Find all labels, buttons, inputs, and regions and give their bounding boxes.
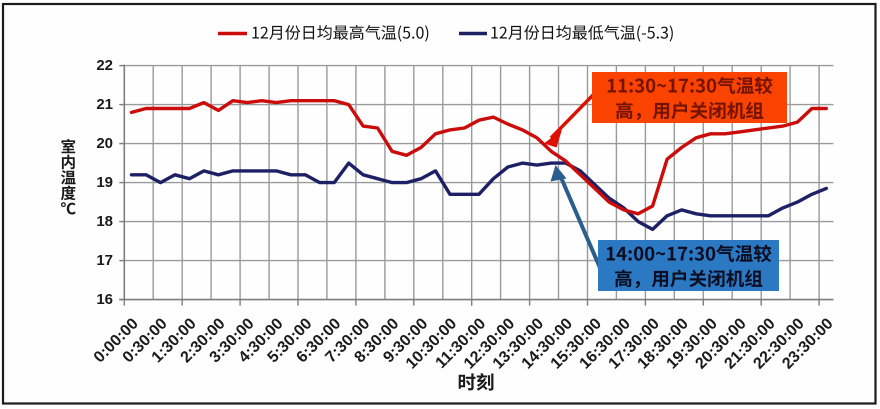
- svg-text:22: 22: [96, 57, 113, 74]
- svg-text:17: 17: [96, 252, 113, 269]
- svg-text:16: 16: [96, 291, 113, 308]
- svg-text:21: 21: [96, 96, 113, 113]
- svg-text:19: 19: [96, 174, 113, 191]
- svg-text:18: 18: [96, 213, 113, 230]
- svg-text:20: 20: [96, 135, 113, 152]
